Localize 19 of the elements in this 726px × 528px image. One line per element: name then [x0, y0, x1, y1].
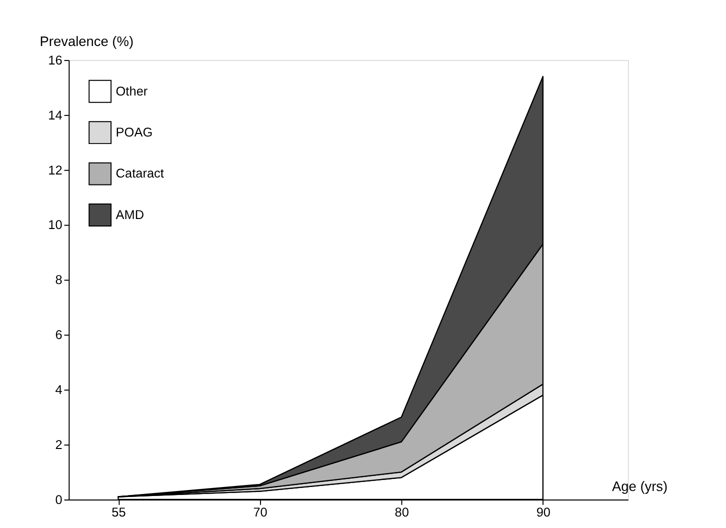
- x-tick-label: 55: [112, 504, 126, 520]
- x-tick-label: 70: [253, 504, 268, 520]
- x-tick-label: 80: [394, 504, 409, 520]
- legend-label: AMD: [116, 206, 144, 222]
- x-tick-label: 90: [536, 504, 551, 520]
- y-tick-label: 10: [48, 217, 62, 232]
- y-tick-label: 4: [55, 382, 62, 398]
- y-tick-label: 8: [55, 272, 62, 288]
- y-tick-label: 14: [48, 107, 62, 122]
- y-tick-label: 16: [48, 52, 62, 68]
- legend-label: Other: [116, 83, 148, 98]
- y-axis-title: Prevalence (%): [40, 34, 134, 49]
- y-tick-label: 0: [55, 492, 62, 507]
- y-tick-label: 6: [55, 327, 62, 342]
- legend-label: Cataract: [116, 166, 164, 181]
- x-axis-title: Age (yrs): [612, 479, 668, 494]
- y-tick-label: 12: [48, 162, 62, 178]
- y-tick-label: 2: [55, 436, 62, 452]
- legend-label: POAG: [116, 124, 153, 140]
